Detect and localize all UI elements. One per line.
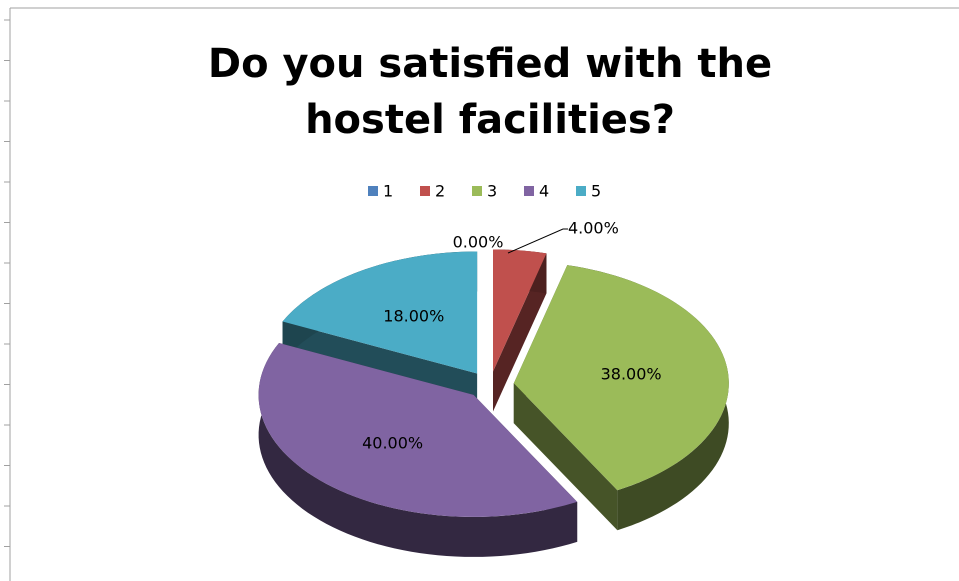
legend-swatch	[576, 186, 586, 196]
data-label: 38.00%	[601, 364, 662, 383]
pie-top	[513, 265, 729, 491]
legend-swatch	[368, 186, 378, 196]
pie-top	[258, 342, 578, 517]
data-label: 40.00%	[362, 433, 423, 452]
legend-label: 5	[591, 182, 601, 201]
pie-top	[282, 251, 478, 374]
legend-swatch	[472, 186, 482, 196]
chart-title: Do you satisfied with the hostel facilit…	[207, 41, 773, 143]
data-label: 0.00%	[453, 233, 504, 252]
legend-label: 4	[539, 182, 549, 201]
pie-top	[493, 249, 547, 372]
pie-side-face	[493, 253, 547, 412]
pie-side-face	[513, 383, 618, 531]
leader-line	[507, 228, 568, 254]
legend-label: 3	[487, 182, 497, 201]
pie-slice	[513, 265, 729, 531]
pie-wall	[258, 342, 578, 557]
legend-label: 2	[435, 182, 445, 201]
sheet-ticks	[4, 19, 10, 547]
legend-swatch	[420, 186, 430, 196]
legend-label: 1	[383, 182, 393, 201]
data-label: 18.00%	[383, 306, 444, 325]
legend-swatch	[524, 186, 534, 196]
pie-slice	[493, 249, 547, 412]
pie-slice	[258, 342, 578, 557]
data-label: 4.00%	[568, 219, 619, 238]
